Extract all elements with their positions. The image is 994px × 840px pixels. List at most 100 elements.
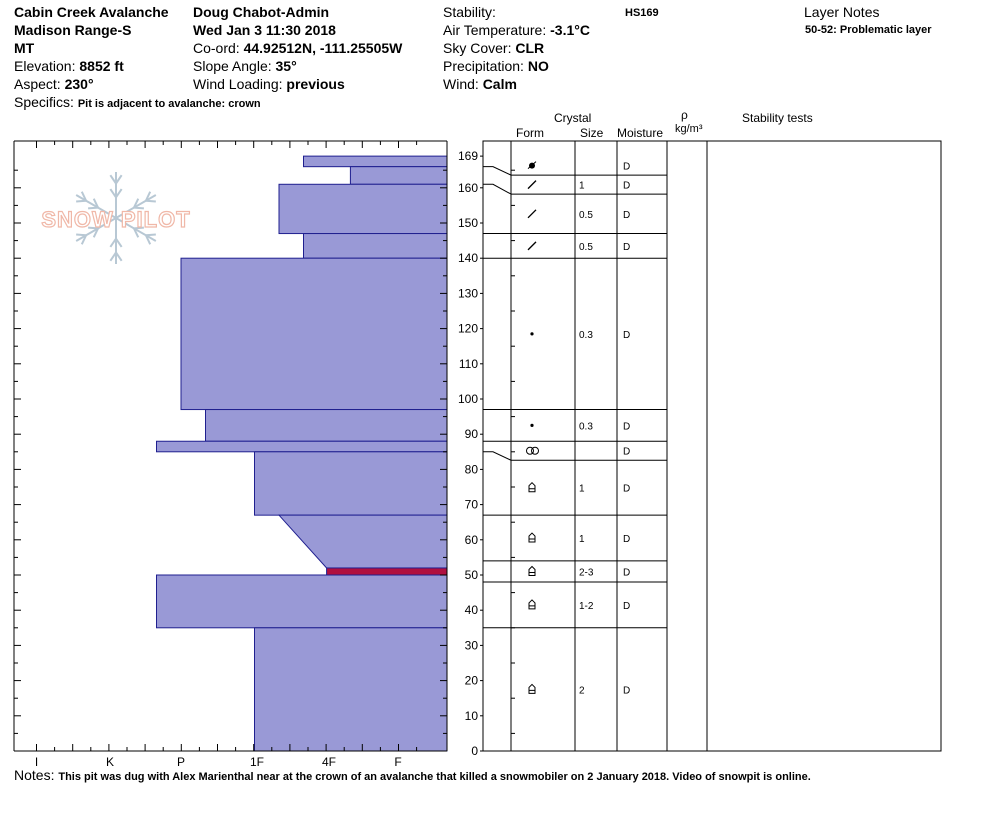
- decomposed-fragment-icon: [527, 209, 537, 219]
- snowflake-branch: [115, 238, 123, 248]
- observation-datetime: Wed Jan 3 11:30 2018: [193, 22, 336, 38]
- depth-hoar-icon: [528, 683, 536, 694]
- x-tick-label: P: [177, 755, 185, 769]
- air-temp-row: Air Temperature: -3.1°C: [443, 23, 590, 37]
- snowflake-branch: [144, 191, 152, 202]
- air-temp-value: -3.1°C: [550, 22, 590, 38]
- depth-hoar-icon: [528, 481, 536, 493]
- moisture-value: D: [623, 421, 630, 432]
- hs-value: HS169: [625, 7, 659, 19]
- sky-row: Sky Cover: CLR: [443, 41, 544, 55]
- snowpilot-watermark: SNOW PILOT: [41, 172, 190, 264]
- moisture-header: Moisture: [617, 126, 664, 140]
- wind-value: Calm: [482, 76, 517, 92]
- snowflake-branch: [109, 238, 117, 248]
- depth-tick-label: 80: [465, 462, 479, 476]
- hardness-layer-bar: [205, 409, 448, 442]
- depth-tick-label: 90: [465, 427, 479, 441]
- form-header: Form: [516, 126, 544, 140]
- depth-tick-label: 10: [465, 709, 479, 723]
- layer-connector: [483, 183, 512, 195]
- aspect-row: Aspect: 230°: [14, 77, 94, 91]
- wind-loading-value: previous: [286, 76, 345, 92]
- crystal-size: 1-2: [579, 601, 594, 612]
- melt-freeze-icon-ring: [531, 446, 539, 455]
- snowflake-branch: [109, 251, 117, 262]
- melt-freeze-icon: [526, 446, 534, 455]
- moisture-value: D: [623, 210, 630, 221]
- hardness-layer-bar: [303, 155, 448, 168]
- snowflake-arm: [115, 194, 157, 219]
- depth-tick-label: 40: [465, 603, 479, 617]
- crystal-size: 1: [579, 181, 585, 192]
- layer-note: 50-52: Problematic layer: [805, 24, 932, 36]
- hardness-layer-bar: [156, 574, 448, 629]
- layer-connector: [483, 166, 512, 176]
- observer-name: Doug Chabot-Admin: [193, 4, 330, 20]
- snowflake-branch: [133, 198, 140, 209]
- hardness-layer-bar: [254, 451, 448, 516]
- snowflake-branch: [92, 198, 99, 209]
- coord-label: Co-ord:: [193, 40, 244, 56]
- crystal-size: 2-3: [579, 567, 594, 578]
- chart-axes: I K P 1F 4F F: [13, 140, 448, 769]
- moisture-value: D: [623, 685, 630, 696]
- depth-tick-label: 70: [465, 498, 479, 512]
- x-tick-label: 4F: [322, 755, 336, 769]
- crystal-size: 0.5: [579, 210, 593, 221]
- coord-row: Co-ord: 44.92512N, -111.25505W: [193, 41, 402, 55]
- snowflake-branch: [115, 188, 123, 198]
- wind-loading-row: Wind Loading: previous: [193, 77, 345, 91]
- depth-tick-label: 130: [458, 286, 478, 300]
- moisture-value: D: [623, 601, 630, 612]
- crystal-size: 2: [579, 685, 585, 696]
- notes-text: This pit was dug with Alex Marienthal ne…: [58, 771, 811, 783]
- snowflake-branch: [109, 188, 117, 198]
- moisture-value: D: [623, 447, 630, 458]
- layer-connector: [483, 451, 512, 461]
- moisture-value: D: [623, 484, 630, 495]
- problem-layer-bar: [326, 567, 448, 576]
- x-tick-label: F: [394, 755, 401, 769]
- precip-row: Precipitation: NO: [443, 59, 549, 73]
- specifics-row: Specifics: Pit is adjacent to avalanche:…: [14, 95, 261, 110]
- crystal-size: 0.5: [579, 242, 593, 253]
- snowflake-branch: [115, 251, 123, 262]
- slope-label: Slope Angle:: [193, 58, 276, 74]
- depth-tick-label: 120: [458, 322, 478, 336]
- depth-hoar-icon: [528, 599, 536, 610]
- snowflake-arm: [75, 194, 117, 219]
- depth-tick-label: 140: [458, 251, 478, 265]
- rounded-grain-icon: [530, 423, 534, 427]
- elevation-row: Elevation: 8852 ft: [14, 59, 124, 73]
- x-tick-label: K: [106, 755, 114, 769]
- precip-label: Precipitation:: [443, 58, 528, 74]
- density-unit-header: kg/m³: [675, 123, 703, 135]
- sky-value: CLR: [515, 40, 545, 56]
- moisture-value: D: [623, 330, 630, 341]
- x-tick-label: 1F: [250, 755, 264, 769]
- hardness-layer-bar: [156, 440, 448, 453]
- decomposed-fragment-icon: [527, 180, 537, 190]
- wind-row: Wind: Calm: [443, 77, 517, 91]
- mountain-range: Madison Range-S: [14, 22, 132, 38]
- table-frame: [482, 140, 942, 752]
- hardness-layer-bar: [349, 166, 448, 185]
- hardness-profile: [156, 155, 448, 752]
- specifics-label: Specifics:: [14, 94, 78, 110]
- snowflake-branch: [145, 233, 156, 237]
- layer-notes-title: Layer Notes: [804, 4, 880, 20]
- hardness-layer-bar: [303, 233, 448, 259]
- stability-tests-header: Stability tests: [742, 111, 813, 125]
- hardness-layer-bar: [277, 514, 448, 569]
- location-name: Cabin Creek Avalanche: [14, 4, 169, 20]
- notes-label: Notes:: [14, 767, 59, 783]
- snowflake-branch: [92, 227, 99, 238]
- snowflake-branch: [144, 234, 152, 245]
- snowflake-branch: [133, 226, 144, 230]
- depth-hoar-icon: [528, 532, 536, 543]
- air-temp-label: Air Temperature:: [443, 22, 551, 38]
- hardness-layer-bar: [254, 627, 448, 752]
- depth-tick-label: 60: [465, 533, 479, 547]
- snowflake-arm: [75, 217, 117, 242]
